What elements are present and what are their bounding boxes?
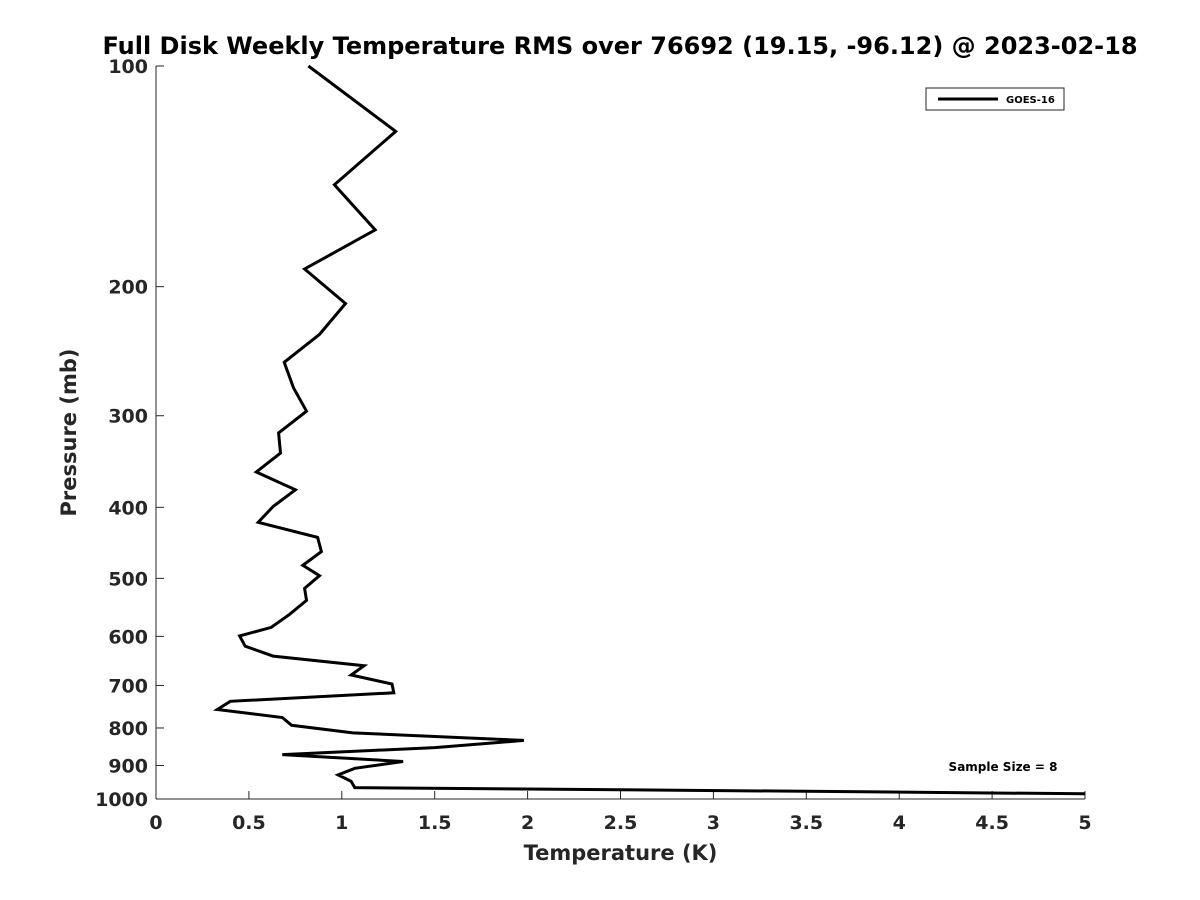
sample-size-annotation: Sample Size = 8 [949, 760, 1058, 774]
y-tick-label: 400 [108, 497, 148, 519]
y-tick-label: 600 [108, 626, 148, 648]
x-tick-label: 2 [521, 812, 534, 834]
y-ticks: 100 200 300 400 500 600 700 800 900 1000 [95, 56, 164, 811]
series-layer [212, 64, 1086, 796]
x-tick-label: 4.5 [975, 812, 1009, 834]
y-tick-label: 300 [108, 406, 148, 428]
y-tick-label: 200 [108, 277, 148, 299]
axes [155, 66, 1085, 800]
series-line-goes16 [212, 64, 1086, 796]
x-axis-label: Temperature (K) [524, 841, 718, 865]
x-tick-label: 1 [335, 812, 348, 834]
x-tick-label: 5 [1078, 812, 1091, 834]
y-axis-label: Pressure (mb) [57, 349, 81, 517]
legend-label-goes16: GOES-16 [1006, 95, 1055, 106]
y-tick-label: 1000 [95, 789, 148, 811]
x-tick-label: 0.5 [232, 812, 266, 834]
x-tick-label: 2.5 [604, 812, 638, 834]
x-tick-label: 3 [707, 812, 720, 834]
y-tick-label: 900 [108, 755, 148, 777]
x-tick-label: 1.5 [418, 812, 452, 834]
x-tick-label: 0 [149, 812, 162, 834]
chart-title: Full Disk Weekly Temperature RMS over 76… [102, 32, 1137, 60]
y-tick-label: 800 [108, 718, 148, 740]
legend: GOES-16 [925, 87, 1065, 111]
x-tick-label: 3.5 [789, 812, 823, 834]
y-tick-label: 700 [108, 675, 148, 697]
y-tick-label: 100 [108, 56, 148, 78]
x-tick-label: 4 [893, 812, 906, 834]
y-tick-label: 500 [108, 568, 148, 590]
x-ticks: 0 0.5 1 1.5 2 2.5 3 3.5 4 4.5 5 [149, 791, 1092, 834]
